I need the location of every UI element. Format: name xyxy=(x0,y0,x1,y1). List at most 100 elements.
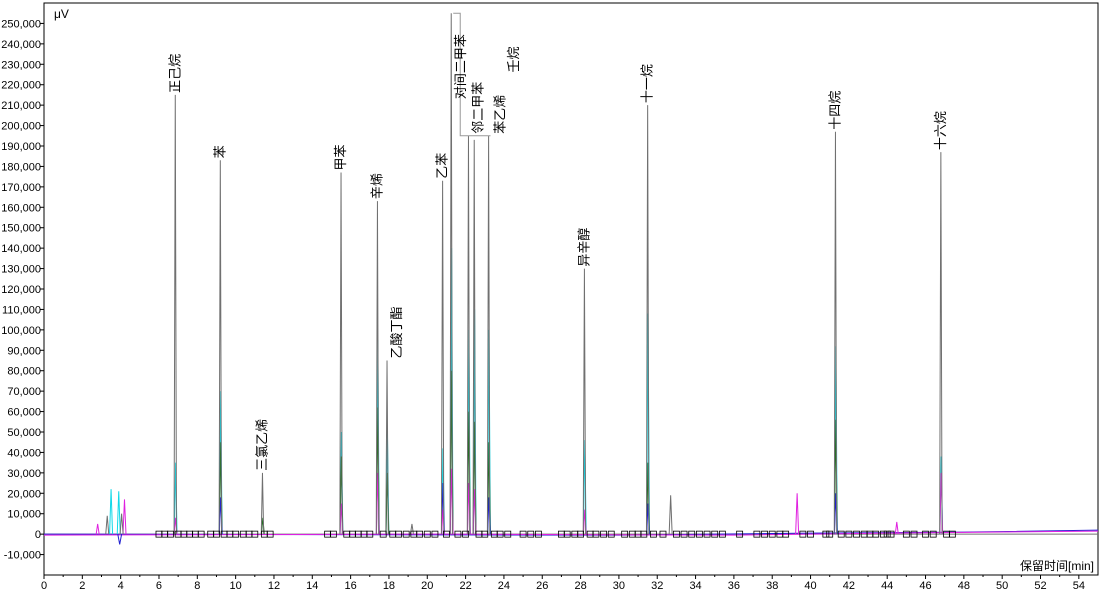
y-tick-label: 230,000 xyxy=(1,59,41,71)
integration-marker xyxy=(431,530,439,538)
x-tick-label: 26 xyxy=(536,580,548,591)
x-tick-label: 36 xyxy=(728,580,740,591)
integration-marker xyxy=(402,530,410,538)
y-tick-label: 30,000 xyxy=(7,468,41,480)
y-tick-label: 50,000 xyxy=(7,427,41,439)
integration-marker xyxy=(535,530,542,538)
integration-marker xyxy=(673,530,680,538)
integration-marker xyxy=(822,530,830,538)
y-tick-label: 220,000 xyxy=(1,80,41,92)
integration-marker xyxy=(454,530,462,538)
peak-label: 十四烷 xyxy=(827,91,842,130)
integration-marker xyxy=(929,530,937,538)
y-tick-label: 150,000 xyxy=(1,223,41,235)
minor-peak xyxy=(122,499,127,535)
x-tick-label: 40 xyxy=(804,580,816,591)
integration-marker xyxy=(640,530,648,538)
peak-label: 苯乙烯 xyxy=(493,95,508,134)
y-tick-label: 100,000 xyxy=(1,325,41,337)
minor-peak xyxy=(109,489,114,535)
x-tick-label: 10 xyxy=(230,580,242,591)
integration-marker xyxy=(799,530,807,538)
integration-marker xyxy=(887,530,895,538)
integration-marker xyxy=(736,530,744,538)
x-tick-label: 50 xyxy=(996,580,1008,591)
y-axis-label: μV xyxy=(54,7,69,21)
integration-marker xyxy=(519,530,527,538)
y-tick-label: 120,000 xyxy=(1,284,41,296)
integration-marker xyxy=(416,530,424,538)
minor-peak xyxy=(894,521,899,535)
baseline-blue xyxy=(43,529,1099,536)
integration-marker xyxy=(577,530,584,538)
peak xyxy=(260,472,265,535)
x-tick-label: 8 xyxy=(194,580,200,591)
x-tick-label: 12 xyxy=(268,580,280,591)
integration-marker xyxy=(910,530,918,538)
y-tick-label: 210,000 xyxy=(1,100,41,112)
integration-marker xyxy=(948,530,956,538)
y-tick-label: 60,000 xyxy=(7,407,41,419)
y-tick-label: 250,000 xyxy=(1,18,41,30)
x-tick-label: 30 xyxy=(613,580,625,591)
y-tick-label: 10,000 xyxy=(7,509,41,521)
x-tick-label: 6 xyxy=(156,580,162,591)
y-tick-label: 140,000 xyxy=(1,243,41,255)
peak-label: 邻二甲苯 xyxy=(470,82,485,134)
peak xyxy=(218,160,223,535)
integration-marker xyxy=(329,530,337,538)
x-tick-label: 42 xyxy=(843,580,855,591)
integration-marker xyxy=(879,530,887,538)
minor-peak xyxy=(95,523,100,535)
integration-marker xyxy=(395,530,402,538)
peak-label: 苯 xyxy=(212,145,227,158)
x-tick-label: 22 xyxy=(459,580,471,591)
peak xyxy=(173,94,177,535)
x-tick-label: 0 xyxy=(41,580,47,591)
integration-marker xyxy=(680,530,688,538)
integration-marker xyxy=(592,530,600,538)
label-bracket xyxy=(453,12,491,137)
x-tick-label: 2 xyxy=(79,580,85,591)
y-tick-label: -10,000 xyxy=(4,550,41,562)
x-tick-label: 16 xyxy=(344,580,356,591)
integration-marker xyxy=(782,530,790,538)
integration-marker xyxy=(659,530,667,538)
integration-marker xyxy=(443,530,450,538)
x-tick-label: 52 xyxy=(1034,580,1046,591)
integration-marker xyxy=(266,530,274,538)
x-tick-label: 48 xyxy=(958,580,970,591)
integration-marker xyxy=(366,530,374,538)
peak-label: 三氯乙烯 xyxy=(254,419,269,471)
integration-marker xyxy=(600,530,607,538)
x-tick-label: 20 xyxy=(421,580,433,591)
peak xyxy=(582,268,587,535)
peak-label: 十一烷 xyxy=(640,64,655,103)
integration-marker xyxy=(883,530,891,538)
y-tick-label: 170,000 xyxy=(1,182,41,194)
minor-peak xyxy=(105,515,110,535)
y-tick-label: 70,000 xyxy=(7,386,41,398)
integration-marker xyxy=(607,530,615,538)
integration-marker xyxy=(703,530,711,538)
integration-marker xyxy=(563,530,571,538)
integration-marker xyxy=(807,530,814,538)
integration-marker xyxy=(711,530,719,538)
peak-label: 正己烷 xyxy=(167,54,182,93)
y-tick-label: 40,000 xyxy=(7,447,41,459)
integration-marker xyxy=(768,530,776,538)
minor-peak xyxy=(119,513,124,535)
peak xyxy=(375,201,380,535)
integration-marker xyxy=(496,530,504,538)
minor-peak xyxy=(116,491,121,535)
peak-label: 壬烷 xyxy=(506,46,521,72)
x-tick-label: 54 xyxy=(1073,580,1085,591)
integration-marker xyxy=(826,530,834,538)
integration-marker xyxy=(837,530,845,538)
integration-marker xyxy=(527,530,535,538)
peak xyxy=(833,131,838,535)
peak-label: 异辛醇 xyxy=(576,228,591,267)
y-tick-label: 110,000 xyxy=(2,304,41,316)
